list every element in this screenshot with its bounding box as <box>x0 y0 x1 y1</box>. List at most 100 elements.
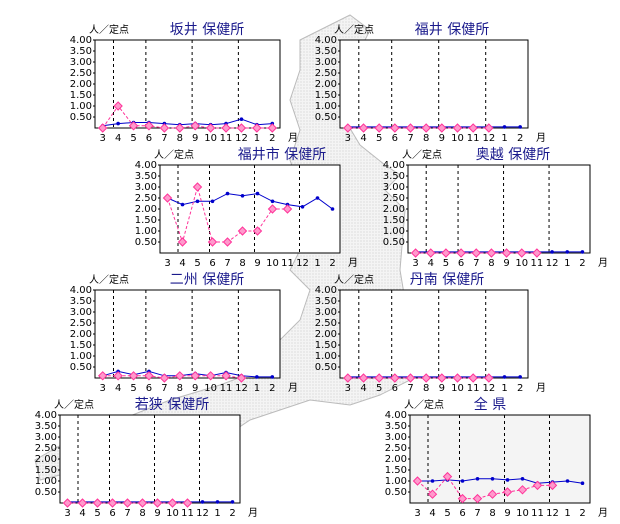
y-tick-label: 3.50 <box>385 421 407 432</box>
y-tick-label: 1.00 <box>385 476 407 487</box>
x-tick-label: 7 <box>161 133 167 144</box>
plot-area <box>94 289 281 379</box>
y-tick-label: 2.00 <box>315 79 337 90</box>
dot-marker <box>215 500 220 504</box>
diamond-marker <box>468 123 478 133</box>
diamond-marker <box>374 123 384 133</box>
plot-area <box>339 289 529 379</box>
diamond-marker <box>517 248 527 258</box>
x-tick-label: 1 <box>501 383 507 394</box>
y-tick-label: 0.50 <box>383 237 405 248</box>
diamond-marker <box>484 373 494 383</box>
x-tick-label: 9 <box>504 508 510 519</box>
x-unit-label: 月 <box>348 257 358 269</box>
x-tick-label: 6 <box>392 133 398 144</box>
y-tick-label: 4.00 <box>35 410 57 421</box>
x-tick-label: 3 <box>345 383 351 394</box>
diamond-marker <box>77 498 88 508</box>
dot-marker <box>580 250 585 254</box>
chart-title: 坂井 保健所 <box>170 22 244 38</box>
y-axis-label: 人／定点 <box>334 273 374 286</box>
dot-marker <box>505 478 510 482</box>
y-tick-label: 0.50 <box>135 237 157 248</box>
chart-title: 福井市 保健所 <box>238 146 326 163</box>
diamond-marker <box>452 123 463 133</box>
y-tick-label: 2.00 <box>383 204 405 215</box>
y-tick-label: 0.50 <box>70 362 92 373</box>
x-tick-label: 2 <box>329 258 335 269</box>
dot-marker <box>565 250 570 254</box>
dot-marker <box>565 479 570 483</box>
x-tick-label: 11 <box>467 133 480 144</box>
diamond-marker <box>221 123 231 133</box>
x-tick-label: 11 <box>181 508 194 519</box>
y-tick-label: 4.00 <box>385 410 407 421</box>
diamond-marker <box>177 237 188 247</box>
y-tick-label: 2.00 <box>70 329 92 340</box>
diamond-marker <box>472 493 483 504</box>
diamond-marker <box>282 204 293 214</box>
diamond-marker <box>405 123 416 133</box>
x-tick-label: 6 <box>392 383 398 394</box>
diamond-marker <box>452 373 463 383</box>
diamond-marker <box>343 373 353 383</box>
y-tick-label: 1.00 <box>70 101 92 112</box>
diamond-marker <box>532 248 542 258</box>
dot-marker <box>240 194 245 198</box>
x-tick-label: 5 <box>130 383 136 394</box>
diamond-marker <box>484 123 494 133</box>
diamond-marker <box>152 498 163 508</box>
y-tick-label: 2.50 <box>383 193 405 204</box>
x-tick-label: 11 <box>467 383 480 394</box>
dot-marker <box>225 191 230 196</box>
diamond-marker <box>442 471 453 482</box>
diamond-marker <box>175 123 185 133</box>
y-axis-label: 人／定点 <box>154 148 194 161</box>
x-tick-label: 6 <box>146 383 152 394</box>
dot-marker <box>200 500 205 504</box>
diamond-marker <box>107 498 118 508</box>
dot-marker <box>518 375 522 379</box>
y-tick-label: 3.50 <box>70 296 92 307</box>
diamond-marker <box>137 498 148 508</box>
dot-marker <box>315 196 320 200</box>
x-tick-label: 1 <box>254 133 260 144</box>
x-tick-label: 7 <box>473 258 479 269</box>
y-tick-label: 1.00 <box>315 101 337 112</box>
y-tick-label: 1.50 <box>385 465 407 476</box>
y-tick-label: 1.50 <box>35 465 57 476</box>
diamond-marker <box>532 480 543 491</box>
diamond-marker <box>468 373 478 383</box>
y-tick-label: 3.00 <box>315 57 337 68</box>
y-tick-label: 3.00 <box>383 182 405 193</box>
x-tick-label: 8 <box>139 508 145 519</box>
x-tick-label: 4 <box>428 258 434 269</box>
dot-marker <box>180 202 185 207</box>
x-tick-label: 10 <box>451 133 464 144</box>
plot-area <box>94 39 281 129</box>
diamond-marker <box>62 498 73 508</box>
diamond-marker <box>128 371 139 381</box>
diamond-marker <box>182 498 193 508</box>
x-tick-label: 4 <box>115 383 121 394</box>
x-tick-label: 5 <box>194 258 200 269</box>
diamond-marker <box>221 371 231 381</box>
diamond-marker <box>236 123 247 133</box>
x-tick-label: 11 <box>220 133 233 144</box>
y-axis-label: 人／定点 <box>402 148 442 161</box>
x-tick-label: 12 <box>296 258 309 269</box>
x-tick-label: 5 <box>94 508 100 519</box>
y-tick-label: 0.50 <box>385 487 407 498</box>
x-tick-label: 2 <box>517 383 523 394</box>
y-tick-label: 3.00 <box>135 182 157 193</box>
diamond-marker <box>517 485 528 495</box>
x-tick-label: 12 <box>196 508 209 519</box>
diamond-marker <box>502 487 513 497</box>
x-tick-label: 9 <box>439 133 445 144</box>
x-unit-label: 月 <box>536 132 546 144</box>
x-tick-label: 11 <box>281 258 294 269</box>
diamond-marker <box>113 101 123 111</box>
y-tick-label: 3.50 <box>383 171 405 182</box>
series-line <box>102 375 242 379</box>
y-tick-label: 0.50 <box>315 112 337 123</box>
